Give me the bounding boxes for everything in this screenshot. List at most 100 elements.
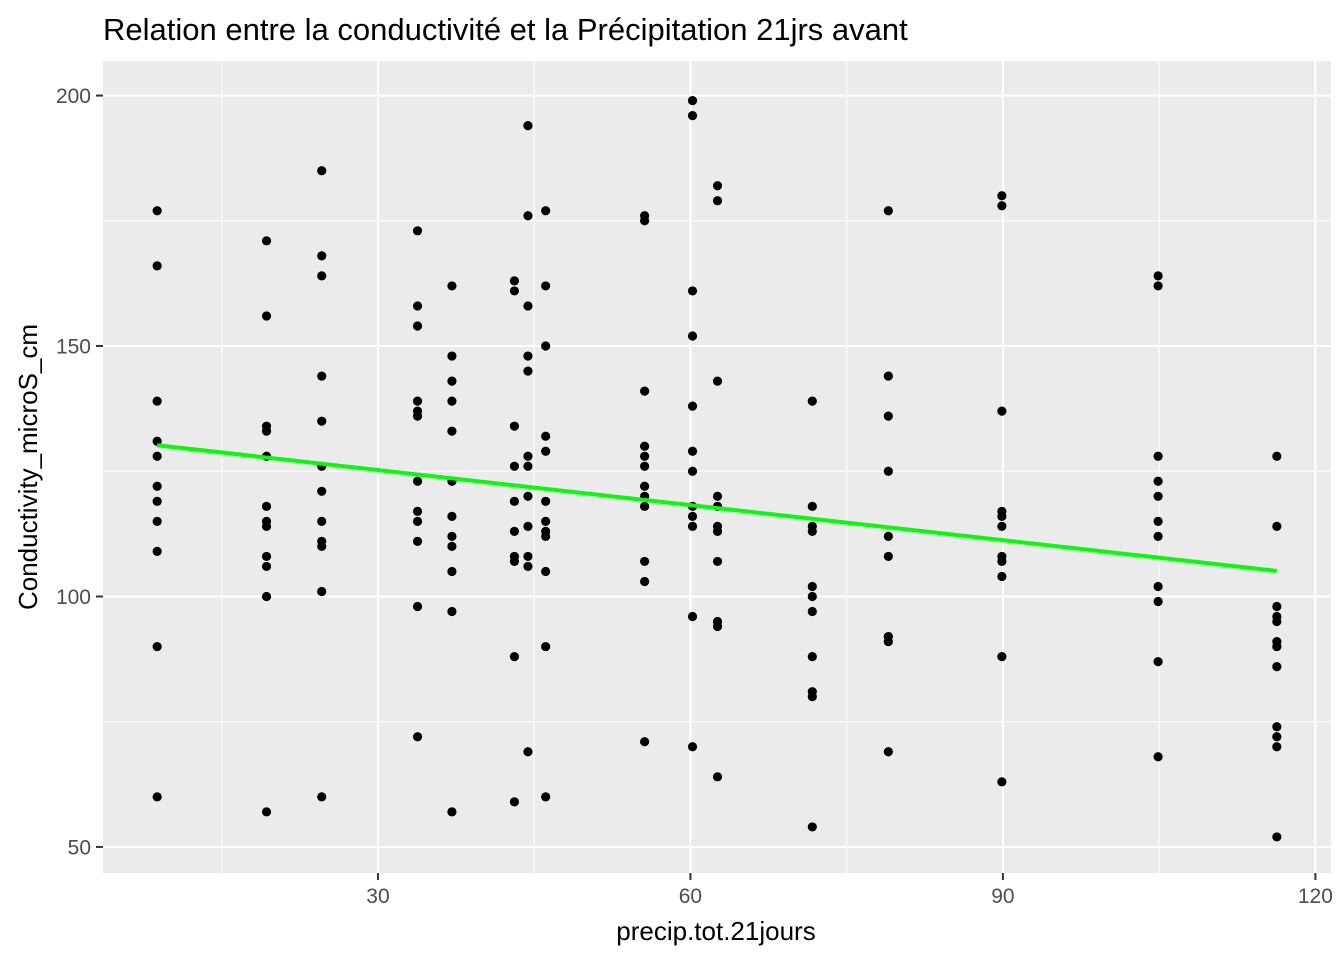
data-point (447, 541, 457, 551)
data-point (712, 491, 723, 501)
data-point (541, 341, 551, 351)
data-point (883, 371, 893, 381)
data-point (261, 521, 272, 531)
data-point (687, 111, 698, 121)
data-point (152, 792, 162, 802)
regression-line (156, 443, 1278, 573)
data-point (523, 561, 533, 572)
data-point (509, 652, 520, 662)
data-point (883, 466, 893, 476)
data-point (447, 281, 457, 291)
data-point (687, 401, 698, 411)
data-point (807, 591, 817, 602)
data-point (317, 792, 327, 802)
data-point (541, 792, 551, 802)
data-point (412, 396, 423, 406)
data-point (1272, 662, 1282, 672)
data-point (1153, 657, 1163, 667)
data-point (509, 461, 520, 471)
data-point (317, 586, 327, 597)
data-point (317, 371, 327, 381)
data-point (523, 301, 533, 311)
data-point (687, 446, 698, 456)
data-point (541, 641, 551, 652)
data-point (687, 466, 698, 476)
x-tick-label: 120 (1298, 885, 1333, 908)
data-point (1153, 752, 1163, 762)
data-point (447, 396, 457, 406)
data-point (687, 331, 698, 341)
data-point (261, 551, 272, 562)
data-point (541, 206, 551, 216)
data-point (152, 496, 162, 506)
data-point (807, 396, 817, 406)
data-point (261, 807, 272, 817)
data-point (1153, 491, 1163, 501)
y-axis-title: Conductivity_microS_cm (13, 324, 43, 610)
data-point (152, 641, 162, 652)
data-point (152, 451, 162, 461)
data-point (152, 546, 162, 557)
data-point (997, 521, 1007, 531)
data-point (883, 411, 893, 421)
data-point (640, 481, 650, 491)
data-point (712, 526, 723, 536)
data-point (523, 747, 533, 757)
data-point (412, 476, 423, 486)
data-point (807, 822, 817, 832)
data-point (640, 737, 650, 747)
data-point (447, 351, 457, 361)
minor-gridlines (103, 61, 1331, 873)
data-point (1272, 641, 1282, 652)
data-point (412, 732, 423, 742)
data-point (997, 556, 1007, 567)
data-point (640, 451, 650, 461)
data-point (997, 201, 1007, 211)
data-point (687, 611, 698, 622)
data-point (317, 541, 327, 551)
data-point (541, 566, 551, 577)
data-point (523, 211, 533, 221)
y-tick-label: 200 (56, 85, 91, 108)
data-point (261, 501, 272, 511)
y-tick-label: 100 (56, 586, 91, 609)
data-point (1272, 451, 1282, 461)
data-point (523, 351, 533, 361)
data-point (883, 206, 893, 216)
data-point (807, 606, 817, 617)
data-point (807, 581, 817, 592)
data-point (523, 551, 533, 562)
data-point (261, 561, 272, 572)
data-point (640, 501, 650, 511)
data-point (412, 301, 423, 311)
data-point (317, 251, 327, 261)
data-point (712, 376, 723, 386)
data-point (152, 261, 162, 271)
data-point (687, 286, 698, 296)
regression-line-group (156, 443, 1278, 573)
data-points (152, 95, 1282, 842)
data-point (261, 426, 272, 436)
data-point (152, 206, 162, 216)
data-point (447, 606, 457, 617)
x-tick-label: 30 (366, 885, 389, 908)
data-point (523, 366, 533, 376)
data-point (412, 536, 423, 546)
data-point (523, 491, 533, 501)
x-axis-ticks: 30 60 90 120 (366, 873, 1333, 908)
data-point (412, 506, 423, 516)
data-point (997, 511, 1007, 521)
data-point (523, 521, 533, 531)
data-point (261, 236, 272, 246)
data-point (687, 742, 698, 752)
data-point (807, 526, 817, 536)
data-point (317, 416, 327, 426)
x-tick-label: 90 (991, 885, 1014, 908)
data-point (412, 601, 423, 612)
data-point (541, 431, 551, 441)
data-point (447, 426, 457, 436)
data-point (541, 281, 551, 291)
data-point (1153, 451, 1163, 461)
data-point (447, 511, 457, 521)
data-point (509, 797, 520, 807)
